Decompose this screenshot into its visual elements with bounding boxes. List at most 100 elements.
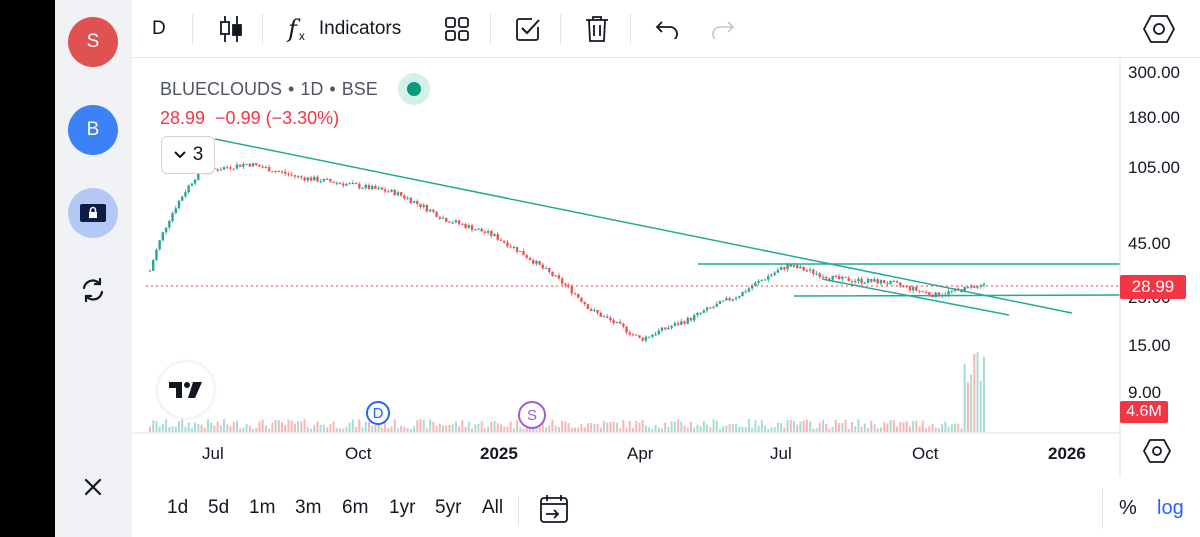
candle-body: [184, 192, 187, 197]
split-marker[interactable]: S: [518, 401, 546, 429]
trendline-support[interactable]: [793, 294, 1121, 297]
last-price-label: 28.99: [1120, 275, 1186, 299]
trendline-descending[interactable]: [214, 138, 1073, 314]
volume-bar: [744, 427, 747, 432]
range-5yr[interactable]: 5yr: [435, 497, 462, 518]
candle-body: [377, 187, 380, 189]
volume-bar: [809, 421, 812, 432]
volume-label: 4.6M: [1120, 401, 1168, 423]
volume-bar: [570, 427, 573, 432]
price-axis[interactable]: 300.00 180.00 105.00 45.00 25.00 15.00 9…: [1120, 57, 1200, 433]
volume-bar: [400, 425, 403, 432]
candle-body: [238, 164, 242, 167]
range-1d[interactable]: 1d: [167, 497, 189, 518]
market-status-indicator[interactable]: [397, 73, 430, 105]
candle-body: [232, 168, 235, 170]
sync-button[interactable]: [70, 267, 116, 313]
market-open-dot: [406, 82, 421, 96]
candle-body: [161, 232, 165, 241]
axis-settings-button[interactable]: [1142, 438, 1172, 469]
volume-bar: [844, 419, 847, 432]
candle-body: [300, 176, 303, 178]
candle-body: [957, 288, 960, 290]
candle-body: [329, 179, 332, 182]
tradingview-logo[interactable]: [158, 362, 214, 418]
candle-body: [915, 286, 918, 291]
candle-body: [190, 183, 194, 186]
redo-button[interactable]: [710, 10, 736, 48]
trendline-channel-low[interactable]: [821, 278, 1010, 316]
account-avatar-b[interactable]: B: [68, 105, 118, 155]
layouts-button[interactable]: [444, 10, 470, 48]
range-1m[interactable]: 1m: [249, 497, 276, 518]
volume-bar: [345, 426, 348, 432]
range-5d[interactable]: 5d: [208, 497, 230, 518]
volume-bar: [879, 427, 882, 432]
divider: [262, 14, 263, 44]
account-avatar-s[interactable]: S: [68, 17, 118, 67]
lock-screen-button[interactable]: [68, 188, 118, 238]
volume-bar: [912, 421, 915, 432]
candle-body: [725, 298, 728, 301]
candle-body: [544, 268, 548, 270]
candle-body: [680, 321, 683, 325]
price-tick: 300.00: [1128, 63, 1180, 82]
price-tick: 45.00: [1128, 234, 1171, 253]
candle-body: [335, 182, 338, 184]
candle-body: [560, 278, 564, 284]
volume-bar: [367, 421, 370, 432]
range-3m[interactable]: 3m: [295, 497, 322, 518]
legend-interval: 1D: [300, 78, 324, 99]
time-tick: Oct: [912, 444, 939, 463]
candle-body: [222, 167, 226, 170]
dividend-marker[interactable]: D: [366, 401, 390, 425]
log-scale-toggle[interactable]: log: [1157, 497, 1184, 519]
candle-body: [825, 276, 828, 279]
volume-bar: [892, 420, 895, 432]
range-6m[interactable]: 6m: [342, 497, 369, 518]
time-axis[interactable]: Jul Oct 2025 Apr Jul Oct 2026: [132, 440, 1120, 470]
volume-bar: [799, 421, 802, 432]
volume-bar: [596, 423, 599, 432]
volume-bar: [216, 421, 219, 432]
range-1yr[interactable]: 1yr: [389, 497, 416, 518]
undo-button[interactable]: [654, 10, 680, 48]
candle-body: [609, 317, 612, 321]
redo-icon: [712, 21, 735, 39]
close-button[interactable]: [70, 464, 116, 510]
candle-body: [148, 270, 152, 272]
chart-type-button[interactable]: [218, 10, 244, 48]
interval-selector[interactable]: D: [152, 10, 166, 48]
volume-bar: [561, 420, 564, 432]
candle-body: [779, 267, 783, 270]
candle-body: [152, 260, 155, 271]
checklist-button[interactable]: [514, 10, 542, 48]
candle-body: [670, 326, 673, 328]
candle-body: [812, 269, 815, 274]
divider: [560, 14, 561, 44]
volume-bar: [451, 423, 454, 432]
delete-button[interactable]: [584, 10, 610, 48]
indicators-collapse-toggle[interactable]: 3: [161, 136, 215, 174]
legend-separator: •: [329, 78, 336, 99]
volume-bar: [696, 424, 699, 432]
candle-body: [638, 335, 641, 338]
volume-bar: [793, 421, 796, 432]
volume-bar: [921, 420, 924, 432]
volume-bar: [738, 426, 741, 432]
volume-bar: [577, 427, 580, 432]
candle-body: [187, 185, 190, 193]
volume-bar: [931, 423, 934, 432]
symbol-name[interactable]: BLUECLOUDS: [160, 78, 283, 99]
range-all[interactable]: All: [482, 497, 504, 518]
candle-body: [267, 167, 271, 172]
candle-body: [322, 178, 326, 182]
candle-body: [818, 273, 821, 277]
settings-button[interactable]: [1142, 10, 1176, 48]
percent-scale-toggle[interactable]: %: [1119, 497, 1137, 519]
price-tick: 15.00: [1128, 336, 1171, 355]
go-to-date-button[interactable]: [538, 493, 570, 530]
volume-bar: [747, 419, 750, 432]
volume-bar: [277, 420, 280, 432]
